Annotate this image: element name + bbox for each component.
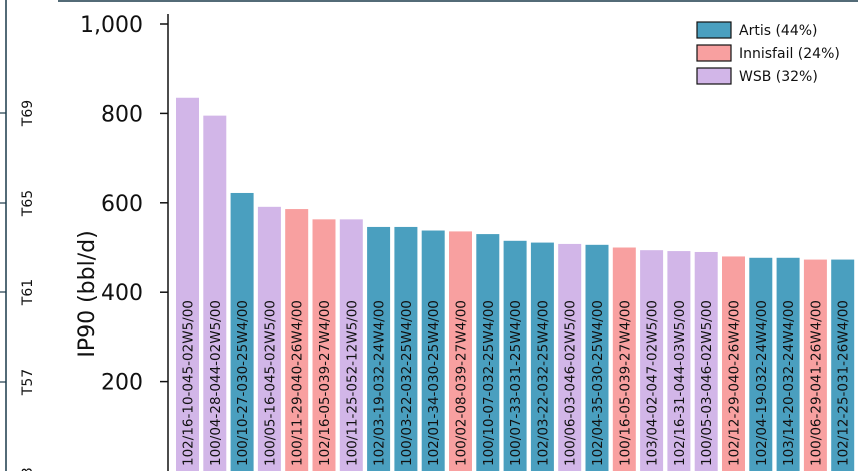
- legend-swatch: [696, 21, 732, 39]
- legend-swatch: [696, 44, 732, 62]
- bar-label: 102/16-31-044-03W5/00: [672, 300, 688, 466]
- bar-label: 102/12-25-031-26W4/00: [836, 300, 852, 466]
- bar-label: 100/04-28-044-02W5/00: [208, 300, 224, 466]
- y-axis-label: IP90 (bbl/d): [75, 230, 100, 357]
- legend-swatch: [696, 67, 732, 85]
- bar-label: 102/01-34-030-25W4/00: [426, 300, 442, 466]
- side-tick-label: T69: [20, 100, 36, 127]
- legend-label: Artis (44%): [739, 23, 818, 39]
- bar-label: 100/07-33-031-25W4/00: [508, 300, 524, 466]
- bar-label: 100/06-29-041-26W4/00: [808, 300, 824, 466]
- bar-label: 100/11-29-040-26W4/00: [290, 300, 306, 466]
- bar: [585, 244, 609, 471]
- side-tick-label: T3: [20, 467, 36, 471]
- y-axis-ticks: 200 400 600 800 1,000: [80, 13, 168, 396]
- y-tick-label: 1,000: [80, 13, 143, 38]
- bar: [503, 240, 527, 471]
- bar: [722, 256, 745, 471]
- bar-label: 100/10-07-032-25W4/00: [481, 300, 497, 466]
- bars-group: 102/16-10-045-02W5/00 100/04-28-044-02W5/…: [176, 97, 855, 471]
- y-tick-label: 400: [101, 281, 143, 306]
- bar-label: 102/03-19-032-24W4/00: [372, 300, 388, 466]
- bar: [367, 226, 391, 471]
- bar: [776, 257, 800, 471]
- bar: [394, 226, 418, 471]
- bar-label: 100/05-03-046-02W5/00: [699, 300, 715, 466]
- bar: [230, 192, 254, 471]
- bar: [203, 115, 227, 471]
- bar-label: 103/14-20-032-24W4/00: [781, 300, 797, 466]
- bar: [339, 219, 363, 471]
- bar-label: 103/04-02-047-02W5/00: [645, 300, 661, 466]
- bar-label: 100/03-22-032-25W4/00: [399, 300, 415, 466]
- legend: Artis (44%) Innisfail (24%) WSB (32%): [696, 21, 840, 85]
- bar: [640, 250, 664, 471]
- bar: [312, 219, 336, 471]
- bar: [803, 259, 827, 471]
- bar: [421, 230, 445, 471]
- y-tick-label: 800: [101, 102, 143, 127]
- bar-label: 100/16-05-039-27W4/00: [617, 300, 633, 466]
- bar: [831, 259, 855, 471]
- side-tick-label: T61: [20, 279, 36, 306]
- side-tick-label: T65: [20, 190, 36, 217]
- legend-label: WSB (32%): [739, 69, 818, 85]
- bar-label: 102/04-19-032-24W4/00: [754, 300, 770, 466]
- bar-label: 102/16-05-039-27W4/00: [317, 300, 333, 466]
- bar-label: 102/16-10-045-02W5/00: [181, 300, 197, 466]
- bar: [176, 97, 199, 471]
- bar: [558, 243, 582, 471]
- bar-label: 102/04-35-030-25W4/00: [590, 300, 606, 466]
- bar: [257, 206, 281, 471]
- bar-label: 100/11-25-052-12W5/00: [344, 300, 360, 466]
- bar-label: 100/05-16-045-02W5/00: [262, 300, 278, 466]
- bar: [530, 242, 554, 471]
- bar: [449, 231, 472, 471]
- bar: [667, 251, 691, 471]
- bar: [612, 247, 636, 471]
- bar: [476, 234, 500, 471]
- bar-label: 100/10-27-030-25W4/00: [235, 300, 251, 466]
- side-tick-label: T57: [20, 369, 36, 396]
- bar-label: 102/03-22-032-25W4/00: [535, 300, 551, 466]
- y-tick-label: 200: [101, 371, 143, 396]
- bar-label: 100/06-03-046-02W5/00: [563, 300, 579, 466]
- bar-label: 102/12-29-040-26W4/00: [727, 300, 743, 466]
- bar: [749, 257, 773, 471]
- bar: [694, 251, 718, 471]
- y-tick-label: 600: [101, 192, 143, 217]
- bar-label: 100/02-08-039-27W4/00: [454, 300, 470, 466]
- legend-label: Innisfail (24%): [739, 46, 840, 62]
- bar: [285, 209, 309, 471]
- side-tick-labels: T57 T61 T65 T69 T3: [0, 100, 36, 471]
